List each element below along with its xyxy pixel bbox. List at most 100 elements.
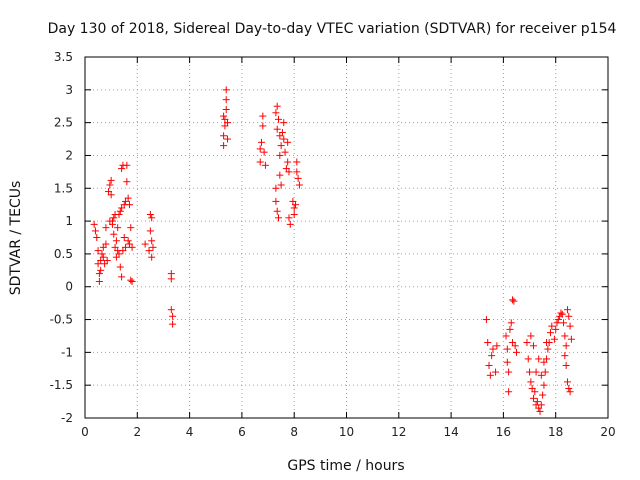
data-point [272, 109, 280, 117]
data-point [141, 240, 149, 248]
data-point [95, 270, 103, 278]
x-tick-label: 10 [339, 425, 354, 439]
data-point [554, 316, 562, 324]
data-point [524, 355, 532, 363]
data-point [118, 273, 126, 281]
data-point [106, 181, 114, 189]
data-point [276, 151, 284, 159]
data-point [285, 168, 293, 176]
y-tick-label: 1.5 [54, 181, 73, 195]
data-points [90, 86, 575, 415]
chart-title: Day 130 of 2018, Sidereal Day-to-day VTE… [48, 21, 617, 37]
data-point [539, 391, 547, 399]
data-point [103, 256, 111, 264]
data-point [544, 345, 552, 353]
data-point [562, 361, 570, 369]
data-point [169, 312, 177, 320]
data-point [148, 237, 156, 245]
data-point [492, 368, 500, 376]
data-point [148, 214, 156, 222]
data-point [505, 388, 513, 396]
data-point [220, 132, 228, 140]
data-point [98, 250, 106, 258]
data-point [277, 181, 285, 189]
x-tick-label: 4 [186, 425, 194, 439]
x-tick-label: 0 [81, 425, 89, 439]
data-point [256, 145, 264, 153]
y-tick-label: 1 [65, 214, 73, 228]
y-axis-title: SDTVAR / TECUs [8, 181, 24, 296]
data-point [102, 240, 110, 248]
data-point [127, 224, 135, 232]
data-point [285, 214, 293, 222]
data-point [550, 335, 558, 343]
data-point [91, 227, 99, 235]
data-point [488, 352, 496, 360]
x-axis-title: GPS time / hours [287, 458, 404, 474]
data-point [224, 135, 232, 143]
data-point [482, 316, 490, 324]
data-point [526, 368, 534, 376]
y-tick-label: 2 [65, 148, 73, 162]
y-tick-label: 3 [65, 83, 73, 97]
data-point [562, 342, 570, 350]
data-point [565, 312, 573, 320]
data-point [548, 322, 556, 330]
data-point [567, 335, 575, 343]
data-point [256, 158, 264, 166]
x-tick-label: 2 [133, 425, 141, 439]
data-point [99, 253, 107, 261]
data-point [536, 407, 544, 415]
data-point [116, 263, 124, 271]
data-point [543, 339, 551, 347]
data-point [566, 388, 574, 396]
data-point [224, 119, 232, 127]
data-point [145, 247, 153, 255]
data-point [509, 296, 517, 304]
data-point [537, 401, 545, 409]
y-tick-labels: -2 -1.5 -1 -0.5 0 0.5 1 1.5 2 2.5 3 3.5 [50, 50, 73, 425]
data-point [290, 211, 298, 219]
data-point [93, 234, 101, 241]
data-point [537, 371, 545, 379]
data-point [512, 348, 520, 356]
data-point [97, 266, 105, 274]
data-point [114, 247, 122, 255]
data-point [169, 320, 177, 328]
y-tick-label: -2 [61, 411, 73, 425]
data-point [507, 319, 515, 327]
data-point [127, 276, 135, 284]
data-point [258, 138, 266, 146]
data-point [128, 243, 136, 251]
data-point [503, 358, 511, 366]
data-point [112, 237, 120, 245]
data-point [503, 345, 511, 353]
data-point [523, 339, 531, 347]
data-point [116, 207, 124, 215]
data-point [553, 319, 561, 327]
data-point [290, 204, 298, 212]
data-point [125, 201, 133, 209]
data-point [260, 148, 268, 156]
data-point [527, 378, 535, 386]
axis-ticks [84, 56, 609, 419]
data-point [95, 277, 103, 285]
data-point [295, 181, 303, 189]
data-point [120, 234, 128, 241]
x-tick-label: 8 [290, 425, 298, 439]
y-tick-label: 2.5 [54, 116, 73, 130]
data-point [532, 368, 540, 376]
data-point [540, 381, 548, 389]
data-point [107, 191, 115, 199]
data-point [94, 247, 102, 255]
y-tick-label: -0.5 [50, 313, 73, 327]
data-point [510, 297, 518, 305]
data-point [284, 138, 292, 146]
data-point [272, 184, 280, 192]
y-tick-label: 0.5 [54, 247, 73, 261]
y-tick-label: 0 [65, 280, 73, 294]
data-point [563, 378, 571, 386]
data-point [561, 332, 569, 340]
data-point [511, 342, 519, 350]
data-point [275, 115, 283, 123]
